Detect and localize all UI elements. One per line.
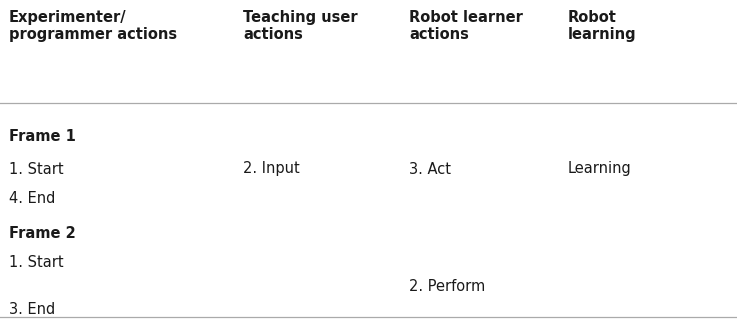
Text: Teaching user
actions: Teaching user actions [243, 10, 358, 42]
Text: Learning: Learning [567, 162, 631, 176]
Text: 1. Start: 1. Start [9, 162, 63, 176]
Text: Robot learner
actions: Robot learner actions [409, 10, 523, 42]
Text: Experimenter/
programmer actions: Experimenter/ programmer actions [9, 10, 177, 42]
Text: Frame 2: Frame 2 [9, 226, 76, 241]
Text: 3. End: 3. End [9, 302, 55, 317]
Text: 4. End: 4. End [9, 191, 55, 205]
Text: 2. Perform: 2. Perform [409, 279, 485, 294]
Text: 3. Act: 3. Act [409, 162, 451, 176]
Text: 1. Start: 1. Start [9, 255, 63, 270]
Text: Frame 1: Frame 1 [9, 129, 76, 144]
Text: 2. Input: 2. Input [243, 162, 300, 176]
Text: Robot
learning: Robot learning [567, 10, 636, 42]
